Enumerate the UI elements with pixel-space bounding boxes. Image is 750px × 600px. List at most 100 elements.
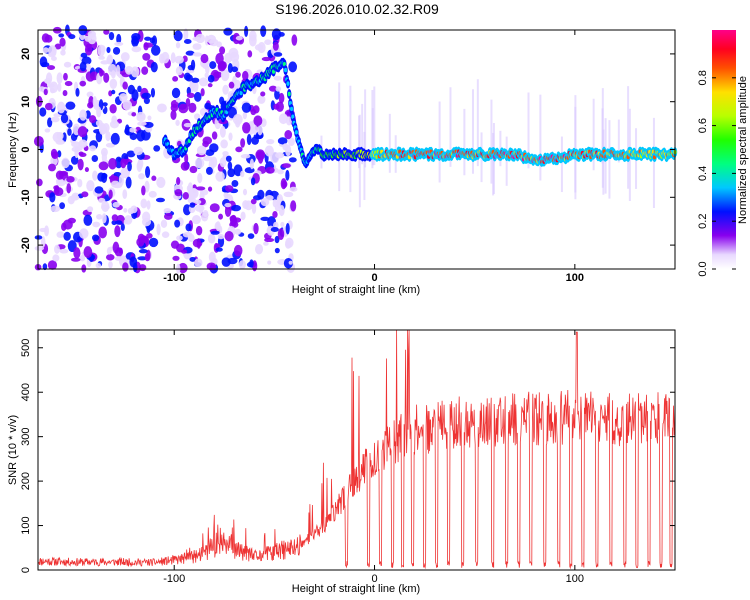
heatmap-cell — [284, 129, 293, 140]
heatmap-cell — [98, 197, 106, 204]
heatmap-cell — [215, 247, 223, 252]
heatmap-cell — [191, 77, 200, 83]
heatmap-cell — [138, 173, 145, 180]
heatmap-cell — [67, 128, 72, 136]
heatmap-cell — [194, 199, 202, 205]
heatmap-cell — [143, 42, 149, 51]
heatmap-cell — [62, 219, 73, 230]
heatmap-cell — [200, 88, 205, 97]
heatmap-cell — [270, 226, 279, 233]
y-tick-label: 400 — [20, 383, 32, 401]
heatmap-cell — [49, 192, 56, 203]
heatmap-cell — [58, 170, 69, 176]
heatmap-cell — [283, 191, 294, 198]
heatmap-cell — [74, 146, 79, 159]
heatmap-cell — [183, 28, 189, 41]
heatmap-cell — [240, 170, 245, 178]
heatmap-cell — [227, 63, 233, 74]
heatmap-cell — [163, 213, 173, 220]
heatmap-cell — [79, 152, 87, 157]
heatmap-cell — [138, 248, 148, 254]
heatmap-cell — [250, 108, 257, 116]
heatmap-cell — [257, 95, 266, 104]
heatmap-cell — [278, 113, 288, 125]
heatmap-cell — [112, 46, 121, 55]
heatmap-cell — [270, 151, 280, 164]
heatmap-cell — [286, 81, 290, 86]
heatmap-cell — [194, 91, 202, 102]
heatmap-cell — [220, 69, 230, 82]
heatmap-cell — [253, 222, 259, 235]
heatmap-cell — [271, 28, 282, 41]
heatmap-cell — [170, 109, 177, 121]
heatmap-cell — [234, 228, 242, 235]
heatmap-cell — [63, 72, 68, 81]
heatmap-cell — [106, 46, 111, 54]
colorbar-ticks: 0.0 0.2 0.4 0.6 0.8 — [697, 70, 736, 277]
heatmap-cell — [79, 109, 87, 121]
heatmap-cell — [287, 91, 291, 97]
heatmap-cell — [36, 178, 43, 187]
colorbar-tick-label: 0.8 — [697, 70, 709, 85]
heatmap-cell — [215, 171, 225, 182]
snr-x-axis-label: Height of straight line (km) — [292, 583, 420, 595]
heatmap-cell — [103, 29, 110, 35]
heatmap-cell — [124, 124, 130, 135]
heatmap-cell — [65, 101, 76, 110]
heatmap-cell — [218, 213, 223, 220]
heatmap-cell — [108, 157, 117, 170]
heatmap-cell — [249, 158, 254, 170]
heatmap-cell — [54, 244, 60, 254]
heatmap-cell — [176, 235, 183, 241]
heatmap-cell — [171, 87, 181, 99]
x-tick-label: 0 — [371, 272, 377, 284]
heatmap-cell — [250, 177, 256, 186]
heatmap-cell — [231, 66, 239, 73]
heatmap-cell — [141, 185, 146, 196]
heatmap-noise-blobs — [33, 24, 655, 274]
heatmap-cell — [83, 214, 93, 226]
heatmap-cell — [92, 96, 97, 108]
heatmap-cell — [221, 100, 227, 109]
x-tick-label: 100 — [566, 573, 584, 585]
heatmap-cell — [70, 155, 79, 165]
heatmap-cell — [120, 52, 130, 62]
snr-series-line — [37, 329, 676, 570]
heatmap-cell — [151, 44, 161, 56]
heatmap-cell — [183, 122, 192, 128]
heatmap-cell — [112, 241, 120, 254]
heatmap-cell — [256, 150, 265, 159]
heatmap-cell — [175, 42, 181, 49]
y-tick-label: -20 — [20, 237, 32, 253]
snr-panel: -100 0 100 0 100 200 300 400 500 Height of stra… — [7, 329, 676, 595]
x-tick-label: 100 — [566, 272, 584, 284]
y-tick-label: 20 — [20, 48, 32, 60]
heatmap-cell — [150, 87, 156, 98]
heatmap-cell — [160, 219, 168, 228]
heatmap-cell — [180, 161, 190, 171]
heatmap-cell — [229, 51, 240, 63]
heatmap-cell — [141, 66, 149, 75]
heatmap-cell — [180, 249, 188, 254]
heatmap-cell — [105, 142, 116, 148]
heatmap-cell — [97, 44, 105, 57]
heatmap-cell — [182, 231, 193, 238]
heatmap-cell — [95, 262, 102, 269]
heatmap-cell — [57, 82, 62, 92]
heatmap-cell — [219, 125, 226, 138]
heatmap-cell — [163, 207, 172, 214]
heatmap-cell — [288, 260, 293, 265]
heatmap-cell — [175, 66, 184, 76]
heatmap-cell — [189, 188, 198, 198]
heatmap-cell — [251, 203, 257, 214]
heatmap-cell — [149, 37, 156, 44]
heatmap-cell — [122, 262, 129, 272]
x-tick-label: -100 — [163, 573, 185, 585]
heatmap-cell — [89, 145, 97, 152]
heatmap-cell — [51, 151, 59, 160]
heatmap-cell — [81, 191, 89, 198]
heatmap-cell — [133, 146, 144, 156]
heatmap-cell — [213, 71, 223, 79]
heatmap-cell — [68, 34, 76, 40]
heatmap-cell — [123, 208, 128, 213]
